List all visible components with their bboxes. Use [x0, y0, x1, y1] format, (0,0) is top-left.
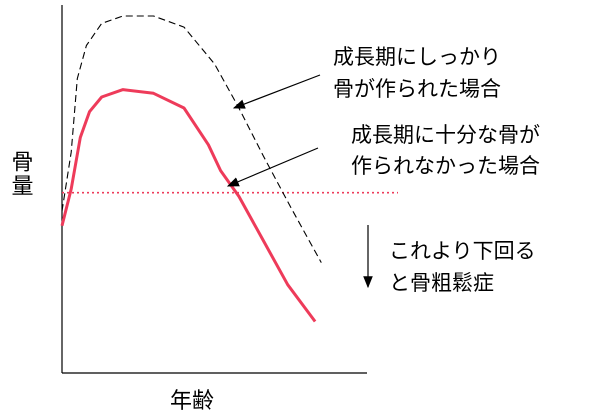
arrow-to-dashed-curve	[232, 74, 321, 109]
annotation-insufficient-growth: 成長期に十分な骨が 作られなかった場合	[351, 123, 540, 178]
annotation-osteoporosis: これより下回る と骨粗鬆症	[389, 239, 536, 295]
y-axis-label: 骨量	[8, 150, 33, 198]
annotation-osteoporosis-line-2: と骨粗鬆症	[389, 271, 494, 295]
annotation-insufficient-line-2: 作られなかった場合	[351, 154, 540, 178]
annotation-adequate-line-1: 成長期にしっかり	[333, 45, 501, 69]
arrow-to-solid-curve	[226, 147, 319, 187]
annotation-osteoporosis-line-1: これより下回る	[389, 239, 536, 263]
insufficient-growth-curve	[60, 88, 317, 323]
annotation-adequate-growth: 成長期にしっかり 骨が作られた場合	[333, 45, 501, 101]
annotation-adequate-line-2: 骨が作られた場合	[333, 77, 501, 101]
adequate-growth-curve	[61, 15, 322, 263]
series-layer	[60, 15, 398, 323]
x-axis-label: 年齢	[170, 389, 214, 414]
annotation-insufficient-line-1: 成長期に十分な骨が	[351, 123, 540, 147]
